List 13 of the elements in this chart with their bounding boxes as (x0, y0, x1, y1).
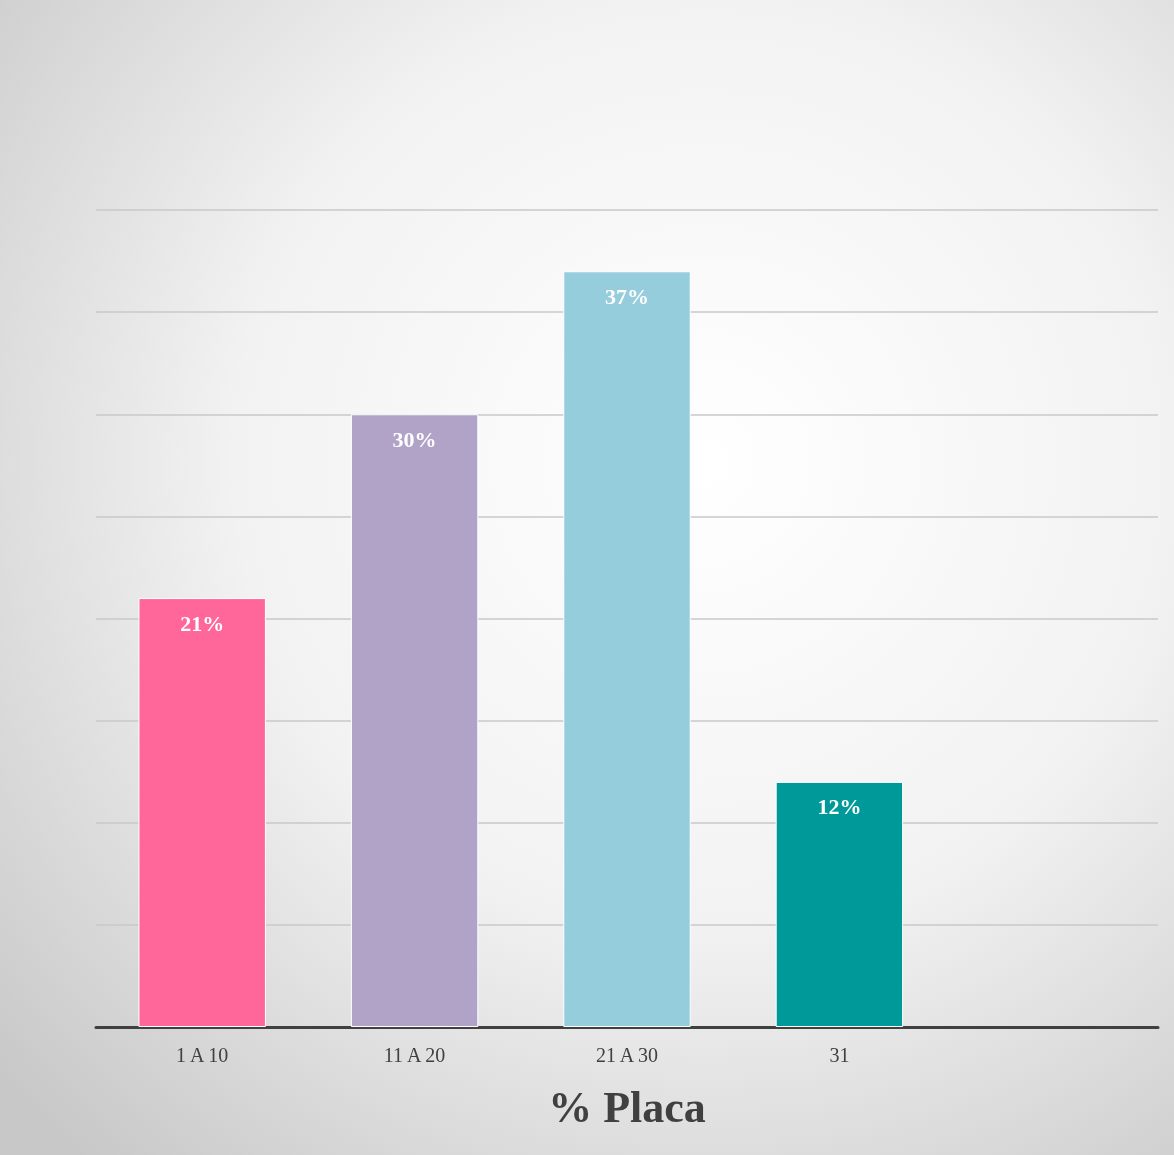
x-tick-label: 21 A 30 (595, 1044, 659, 1066)
x-tick-label: 1 A 10 (176, 1044, 229, 1066)
data-label: 30% (392, 426, 437, 452)
data-label: 21% (180, 610, 225, 636)
bar (350, 414, 479, 1027)
x-axis-title: % Placa (548, 1082, 706, 1132)
data-label: 12% (817, 794, 862, 820)
data-label: 37% (605, 283, 649, 309)
x-tick-label: 31 (829, 1044, 850, 1066)
bar (138, 598, 266, 1027)
bar (775, 781, 904, 1027)
bar (563, 271, 691, 1027)
x-tick-label: 11 A 20 (383, 1044, 446, 1066)
